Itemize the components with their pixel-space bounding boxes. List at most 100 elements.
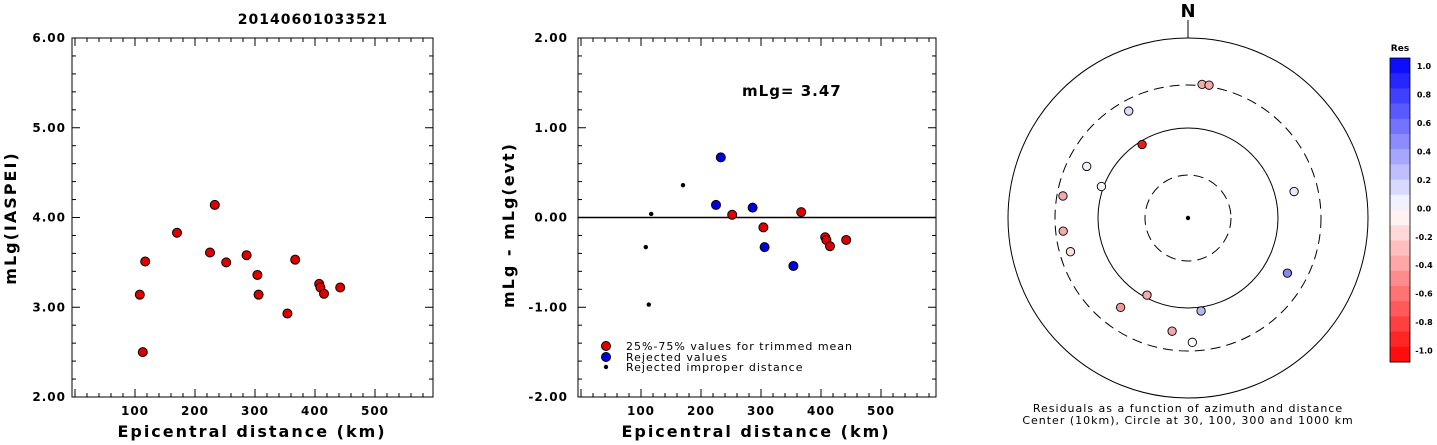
- residual-data-point: [727, 209, 738, 220]
- mlg-data-point: [241, 250, 252, 261]
- colorbar-label: 0.8: [1417, 90, 1432, 99]
- polar-ring-1000km: [1007, 37, 1369, 399]
- colorbar-segment: [1390, 301, 1410, 317]
- polar-station-marker: [1124, 106, 1134, 116]
- mlg-data-point: [172, 227, 182, 238]
- residual-ytick-label: -2.00: [528, 390, 568, 404]
- colorbar-segment: [1390, 103, 1410, 120]
- mlg-data-point: [137, 347, 148, 358]
- colorbar-label: 0.2: [1417, 176, 1431, 185]
- colorbar-segment: [1390, 240, 1410, 257]
- colorbar-title: Res: [1391, 44, 1409, 54]
- polar-caption-line1: Residuals as a function of azimuth and d…: [1033, 402, 1343, 415]
- mlg-data-point: [252, 269, 263, 280]
- panel-mlg-frame: [71, 37, 434, 398]
- colorbar-segment: [1390, 270, 1410, 287]
- panel-residual-ylabel: mLg - mLg(evt): [499, 142, 518, 308]
- legend-marker-trimmed: [601, 341, 611, 351]
- residual-data-point: [758, 222, 769, 233]
- residual-ytick-label: -1.00: [528, 300, 568, 314]
- colorbar-segment: [1390, 73, 1410, 89]
- panel-residual: mLg - mLg(evt) Epicentral distance (km) …: [499, 31, 937, 441]
- mlg-data-point: [221, 257, 232, 268]
- mlg-data-point: [253, 289, 264, 300]
- colorbar-segment: [1390, 164, 1410, 181]
- residual-data-point: [680, 182, 686, 188]
- residual-data-point: [649, 211, 654, 217]
- mlg-ytick-label: 2.00: [32, 390, 66, 404]
- residual-data-point: [747, 202, 758, 213]
- colorbar-segment: [1390, 194, 1410, 211]
- mlg-ytick-label: 4.00: [32, 211, 66, 225]
- mlg-data-point: [205, 247, 215, 258]
- legend: 25%-75% values for trimmed mean Rejected…: [601, 340, 853, 374]
- colorbar-segment: [1390, 210, 1410, 226]
- colorbar-segment: [1390, 58, 1410, 74]
- residual-data-point: [646, 302, 651, 307]
- polar-station-marker: [1204, 80, 1214, 90]
- colorbar-label: -1.0: [1415, 347, 1433, 356]
- residual-xtick-label: 400: [807, 404, 835, 418]
- polar-station-marker: [1137, 139, 1147, 150]
- residual-ytick-label: 2.00: [534, 31, 568, 45]
- colorbar-segment: [1390, 331, 1410, 348]
- residual-data-point: [643, 244, 648, 250]
- mlg-data-point: [319, 288, 329, 299]
- residual-xtick-label: 500: [867, 404, 895, 418]
- colorbar-segment: [1390, 346, 1410, 363]
- mlg-xtick-label: 300: [241, 404, 269, 418]
- legend-marker-improper: [603, 364, 609, 370]
- residual-ytick-label: 1.00: [534, 121, 568, 135]
- polar-station-marker: [1167, 326, 1177, 336]
- polar-station-marker: [1187, 337, 1197, 347]
- mlg-xtick-label: 500: [361, 404, 389, 418]
- panel-residual-xlabel: Epicentral distance (km): [621, 422, 890, 441]
- north-label: N: [1180, 1, 1195, 22]
- colorbar-label: 0.6: [1417, 119, 1432, 128]
- colorbar-segment: [1390, 316, 1410, 333]
- mlg-ytick-label: 3.00: [32, 300, 66, 314]
- mlg-annotation: mLg= 3.47: [742, 82, 842, 100]
- polar-station-marker: [1058, 226, 1068, 236]
- residual-data-point: [788, 260, 799, 271]
- residual-xtick-label: 200: [687, 404, 715, 418]
- residual-data-point: [711, 199, 721, 210]
- legend-label-trimmed: 25%-75% values for trimmed mean: [626, 340, 853, 353]
- panel-mlg-ylabel: mLg(IASPEI): [1, 151, 20, 284]
- colorbar-label: -0.4: [1415, 261, 1433, 270]
- colorbar-segment: [1390, 255, 1410, 272]
- legend-label-rejected: Rejected values: [626, 351, 728, 364]
- residual-xtick-label: 300: [747, 404, 775, 418]
- colorbar-label: -0.2: [1415, 233, 1433, 242]
- mlg-xtick-label: 100: [121, 404, 149, 418]
- polar-center-dot: [1185, 215, 1191, 221]
- residual-data-point: [825, 241, 835, 252]
- mlg-data-point: [335, 282, 346, 293]
- colorbar-segment: [1390, 118, 1410, 135]
- mlg-data-point: [282, 308, 293, 319]
- mlg-data-point: [290, 254, 301, 265]
- colorbar-label: 0.4: [1417, 147, 1432, 156]
- mlg-xtick-label: 400: [301, 404, 329, 418]
- colorbar-label: 1.0: [1417, 62, 1432, 71]
- polar-ring-300km: [1054, 84, 1322, 352]
- residual-data-point: [759, 242, 770, 253]
- colorbar-segment: [1390, 134, 1410, 150]
- polar-ring-100km: [1097, 127, 1279, 309]
- colorbar-segment: [1390, 225, 1410, 241]
- residual-ytick-label: 0.00: [534, 211, 568, 225]
- colorbar-label: 0.0: [1417, 204, 1432, 213]
- polar-station-marker: [1142, 290, 1152, 300]
- polar-station-marker: [1082, 161, 1092, 172]
- colorbar-label: -0.8: [1415, 318, 1433, 327]
- polar-station-marker: [1289, 186, 1299, 197]
- legend-marker-rejected: [601, 352, 611, 362]
- mlg-data-point: [134, 289, 145, 300]
- colorbar-segment: [1390, 179, 1410, 196]
- residual-data-point: [796, 207, 807, 218]
- polar-station-marker: [1096, 181, 1107, 192]
- polar-station-marker: [1058, 191, 1068, 201]
- colorbar-label: -0.6: [1415, 290, 1433, 299]
